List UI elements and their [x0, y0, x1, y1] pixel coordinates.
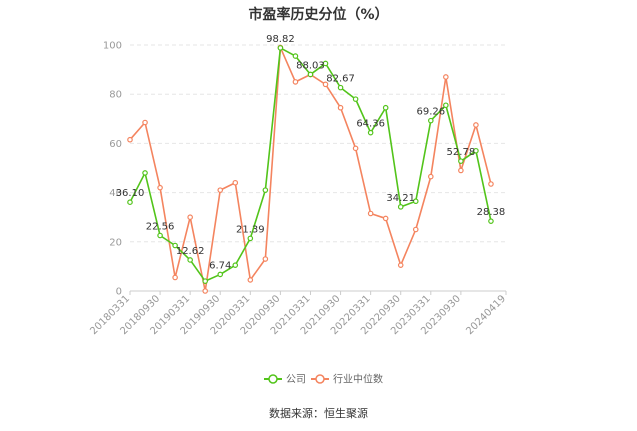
data-point	[217, 187, 224, 193]
data-point	[157, 184, 163, 191]
data-point	[458, 158, 464, 164]
y-tick-label: 60	[109, 139, 122, 150]
data-point	[247, 235, 254, 242]
data-point	[157, 232, 163, 239]
data-label: 82.67	[326, 74, 355, 85]
data-label: 6.74	[209, 260, 231, 271]
data-point	[352, 145, 359, 152]
data-point	[322, 60, 329, 67]
data-point	[277, 45, 284, 51]
data-point	[127, 199, 133, 205]
x-axis-labels: 2018033120180930201903312019093020200331…	[88, 293, 508, 337]
data-point	[232, 179, 239, 186]
data-point	[488, 218, 494, 224]
data-point	[397, 262, 404, 268]
data-label: 69.26	[416, 107, 445, 118]
data-point	[202, 278, 209, 284]
data-point	[473, 147, 479, 154]
data-point	[473, 122, 479, 128]
y-tick-label: 40	[109, 188, 122, 199]
data-label: 22.56	[146, 222, 175, 233]
data-label: 28.38	[477, 207, 506, 218]
y-tick-label: 0	[116, 287, 122, 298]
data-label: 52.78	[447, 147, 476, 158]
data-point	[217, 271, 224, 278]
data-point	[427, 117, 434, 124]
data-point	[458, 167, 464, 174]
data-label: 21.39	[236, 224, 265, 235]
data-label: 36.10	[116, 188, 145, 199]
data-point	[292, 79, 299, 85]
data-point	[322, 81, 329, 88]
data-label: 12.62	[176, 246, 205, 257]
data-point	[202, 288, 209, 294]
data-point	[488, 181, 494, 187]
chart-title: 市盈率历史分位（%）	[248, 7, 389, 23]
data-point	[172, 274, 178, 281]
data-point	[337, 104, 344, 111]
legend-label: 行业中位数	[333, 373, 383, 386]
data-point	[232, 262, 239, 268]
source-text: 数据来源：恒生聚源	[269, 407, 368, 420]
series-points	[127, 44, 494, 294]
data-point	[337, 84, 344, 91]
legend-marker	[315, 374, 325, 384]
grid-lines	[130, 44, 506, 243]
data-label: 64.36	[356, 119, 385, 130]
data-point	[367, 129, 374, 136]
y-tick-label: 80	[109, 90, 122, 101]
data-label: 88.03	[296, 60, 325, 71]
legend-marker	[268, 374, 278, 384]
data-point	[382, 104, 389, 111]
data-point	[247, 277, 254, 283]
legend: 公司 行业中位数	[264, 373, 383, 386]
data-point	[262, 187, 269, 193]
y-axis-labels: 0 20 40 60 80 100	[103, 41, 122, 298]
data-point	[352, 96, 359, 102]
data-label: 98.82	[266, 34, 295, 45]
data-point	[292, 53, 299, 59]
data-point	[367, 210, 374, 217]
data-label: 34.21	[386, 193, 415, 204]
y-tick-label: 100	[103, 41, 122, 52]
data-point	[142, 170, 148, 176]
data-point	[262, 256, 269, 262]
data-point	[443, 74, 449, 80]
legend-label: 公司	[286, 375, 306, 386]
data-point	[172, 242, 178, 249]
data-point	[307, 71, 314, 78]
axes	[129, 290, 507, 295]
data-point	[412, 198, 419, 205]
y-tick-label: 20	[109, 237, 122, 248]
data-point	[127, 136, 133, 143]
data-point	[412, 226, 419, 233]
x-tick-label: 20240419	[464, 293, 508, 337]
data-point	[142, 119, 148, 126]
data-point	[382, 215, 389, 222]
data-point	[443, 102, 449, 109]
data-point	[187, 257, 193, 263]
data-point	[187, 214, 193, 221]
data-point	[397, 204, 404, 210]
data-point	[427, 173, 434, 180]
